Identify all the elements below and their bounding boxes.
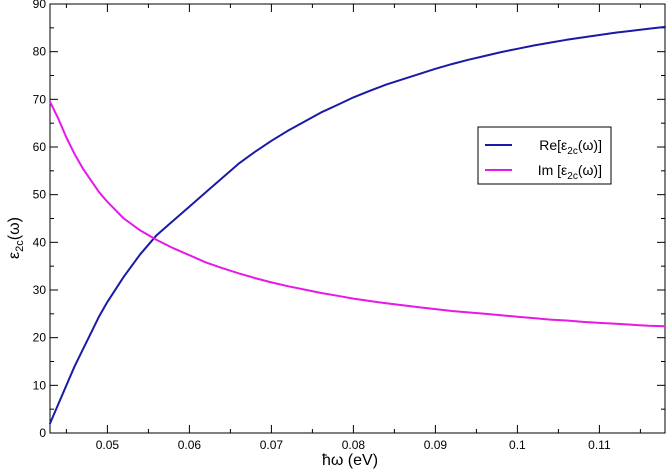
- series-re-line: [49, 25, 666, 425]
- y-tick-label: 30: [33, 283, 47, 297]
- x-axis-label-symbol: ħω: [322, 452, 343, 469]
- legend-label-im: Im [ε2c(ω)]: [538, 162, 602, 182]
- series-im-line: [49, 100, 666, 328]
- x-axis-label: ħω (eV): [322, 452, 378, 469]
- legend-box: [477, 126, 612, 185]
- y-tick-label: 40: [33, 235, 47, 249]
- x-tick-label: 0.08: [342, 438, 366, 452]
- series-lines: [49, 25, 666, 425]
- x-axis-label-unit: (eV): [343, 452, 378, 469]
- x-tick-label: 0.05: [96, 438, 120, 452]
- y-axis-ticks: 0 10 20 30 40 50 60 70 80 90: [33, 0, 665, 440]
- x-tick-label: 0.09: [424, 438, 448, 452]
- y-tick-label: 60: [33, 140, 47, 154]
- y-axis-label: ε2c(ω): [6, 217, 26, 259]
- y-tick-label: 10: [33, 378, 47, 392]
- x-tick-label: 0.1: [509, 438, 526, 452]
- y-axis-label-tail: (ω): [6, 217, 23, 240]
- x-tick-label: 0.11: [588, 438, 611, 452]
- plot-frame: [49, 3, 666, 434]
- y-tick-label: 0: [39, 426, 46, 440]
- y-axis-label-subscript: 2c: [14, 240, 26, 252]
- y-tick-label: 50: [33, 188, 47, 202]
- y-tick-label: 70: [33, 92, 47, 106]
- x-tick-label: 0.06: [178, 438, 202, 452]
- x-tick-label: 0.07: [260, 438, 284, 452]
- y-tick-label: 20: [33, 331, 47, 345]
- legend-label-re: Re[ε2c(ω)]: [539, 137, 602, 157]
- y-tick-label: 90: [33, 0, 47, 11]
- y-tick-label: 80: [33, 45, 47, 59]
- x-axis-ticks: 0.05 0.06 0.07 0.08 0.09 0.1 0.11: [65, 4, 641, 452]
- y-axis-label-symbol: ε: [6, 252, 23, 259]
- legend: Re[ε2c(ω)] Im [ε2c(ω)]: [477, 126, 612, 185]
